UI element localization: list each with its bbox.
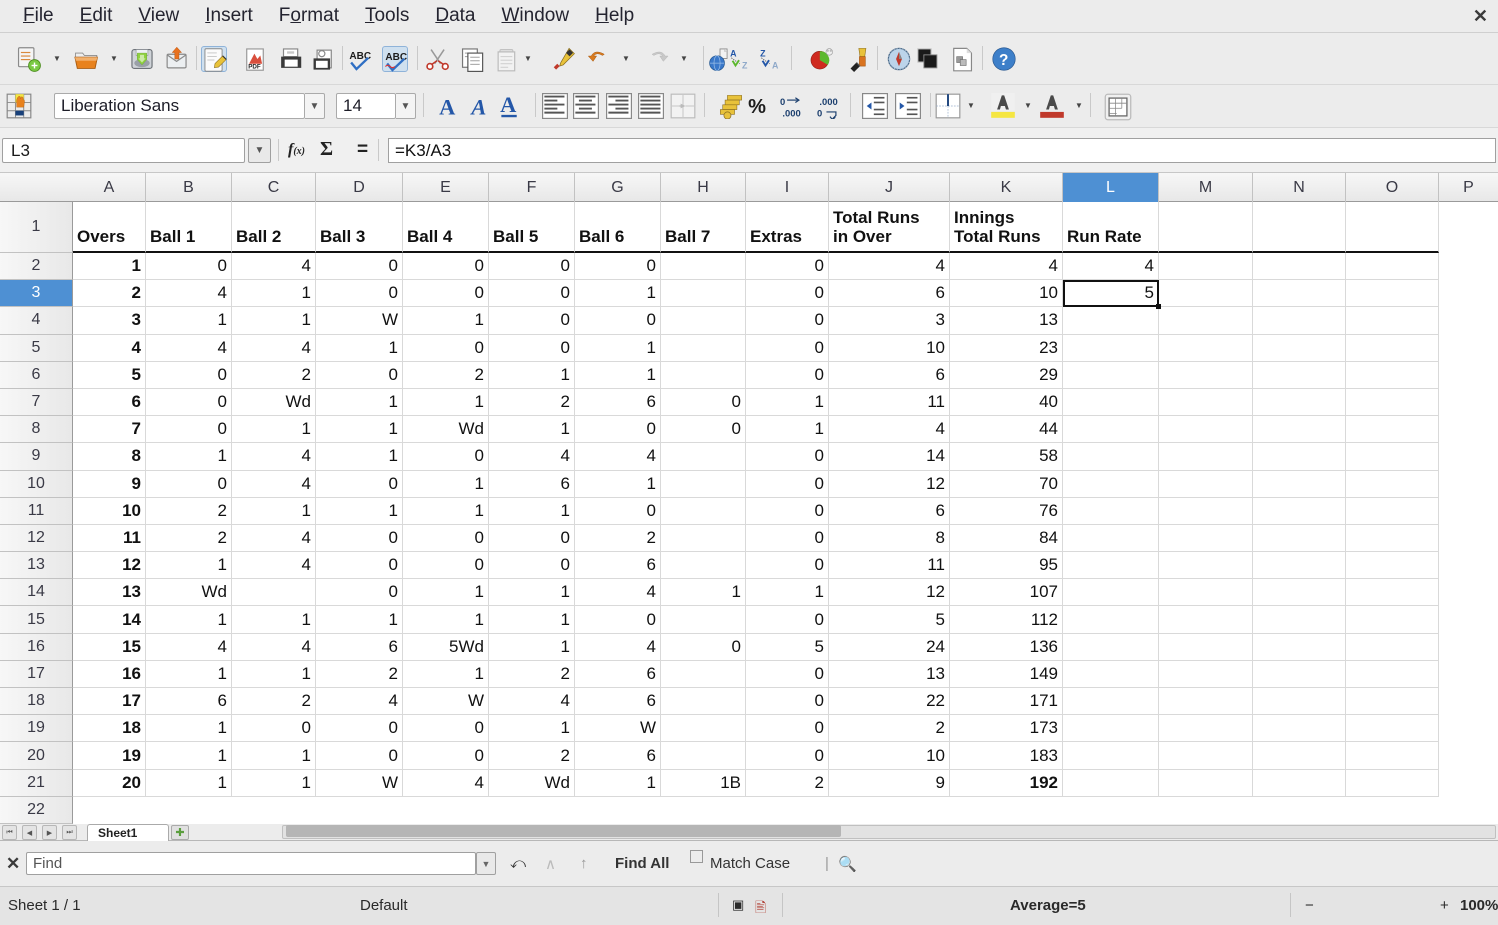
svg-text:Z: Z (742, 60, 748, 70)
svg-text:A: A (730, 49, 737, 59)
svg-text:ABC: ABC (349, 51, 371, 62)
svg-text:.000: .000 (782, 109, 800, 119)
svg-text:0: 0 (817, 109, 822, 119)
svg-text:?: ? (999, 52, 1008, 69)
svg-text:A: A (500, 93, 517, 117)
svg-text:.000: .000 (819, 97, 837, 108)
svg-text:0: 0 (780, 97, 785, 108)
svg-text:A: A (772, 60, 779, 70)
svg-text:ABC: ABC (385, 52, 407, 63)
svg-text:A: A (439, 94, 456, 119)
svg-text:A: A (469, 94, 486, 119)
svg-text:Z: Z (760, 49, 766, 59)
svg-text:%: % (748, 96, 766, 118)
svg-text:PDF: PDF (248, 64, 261, 71)
